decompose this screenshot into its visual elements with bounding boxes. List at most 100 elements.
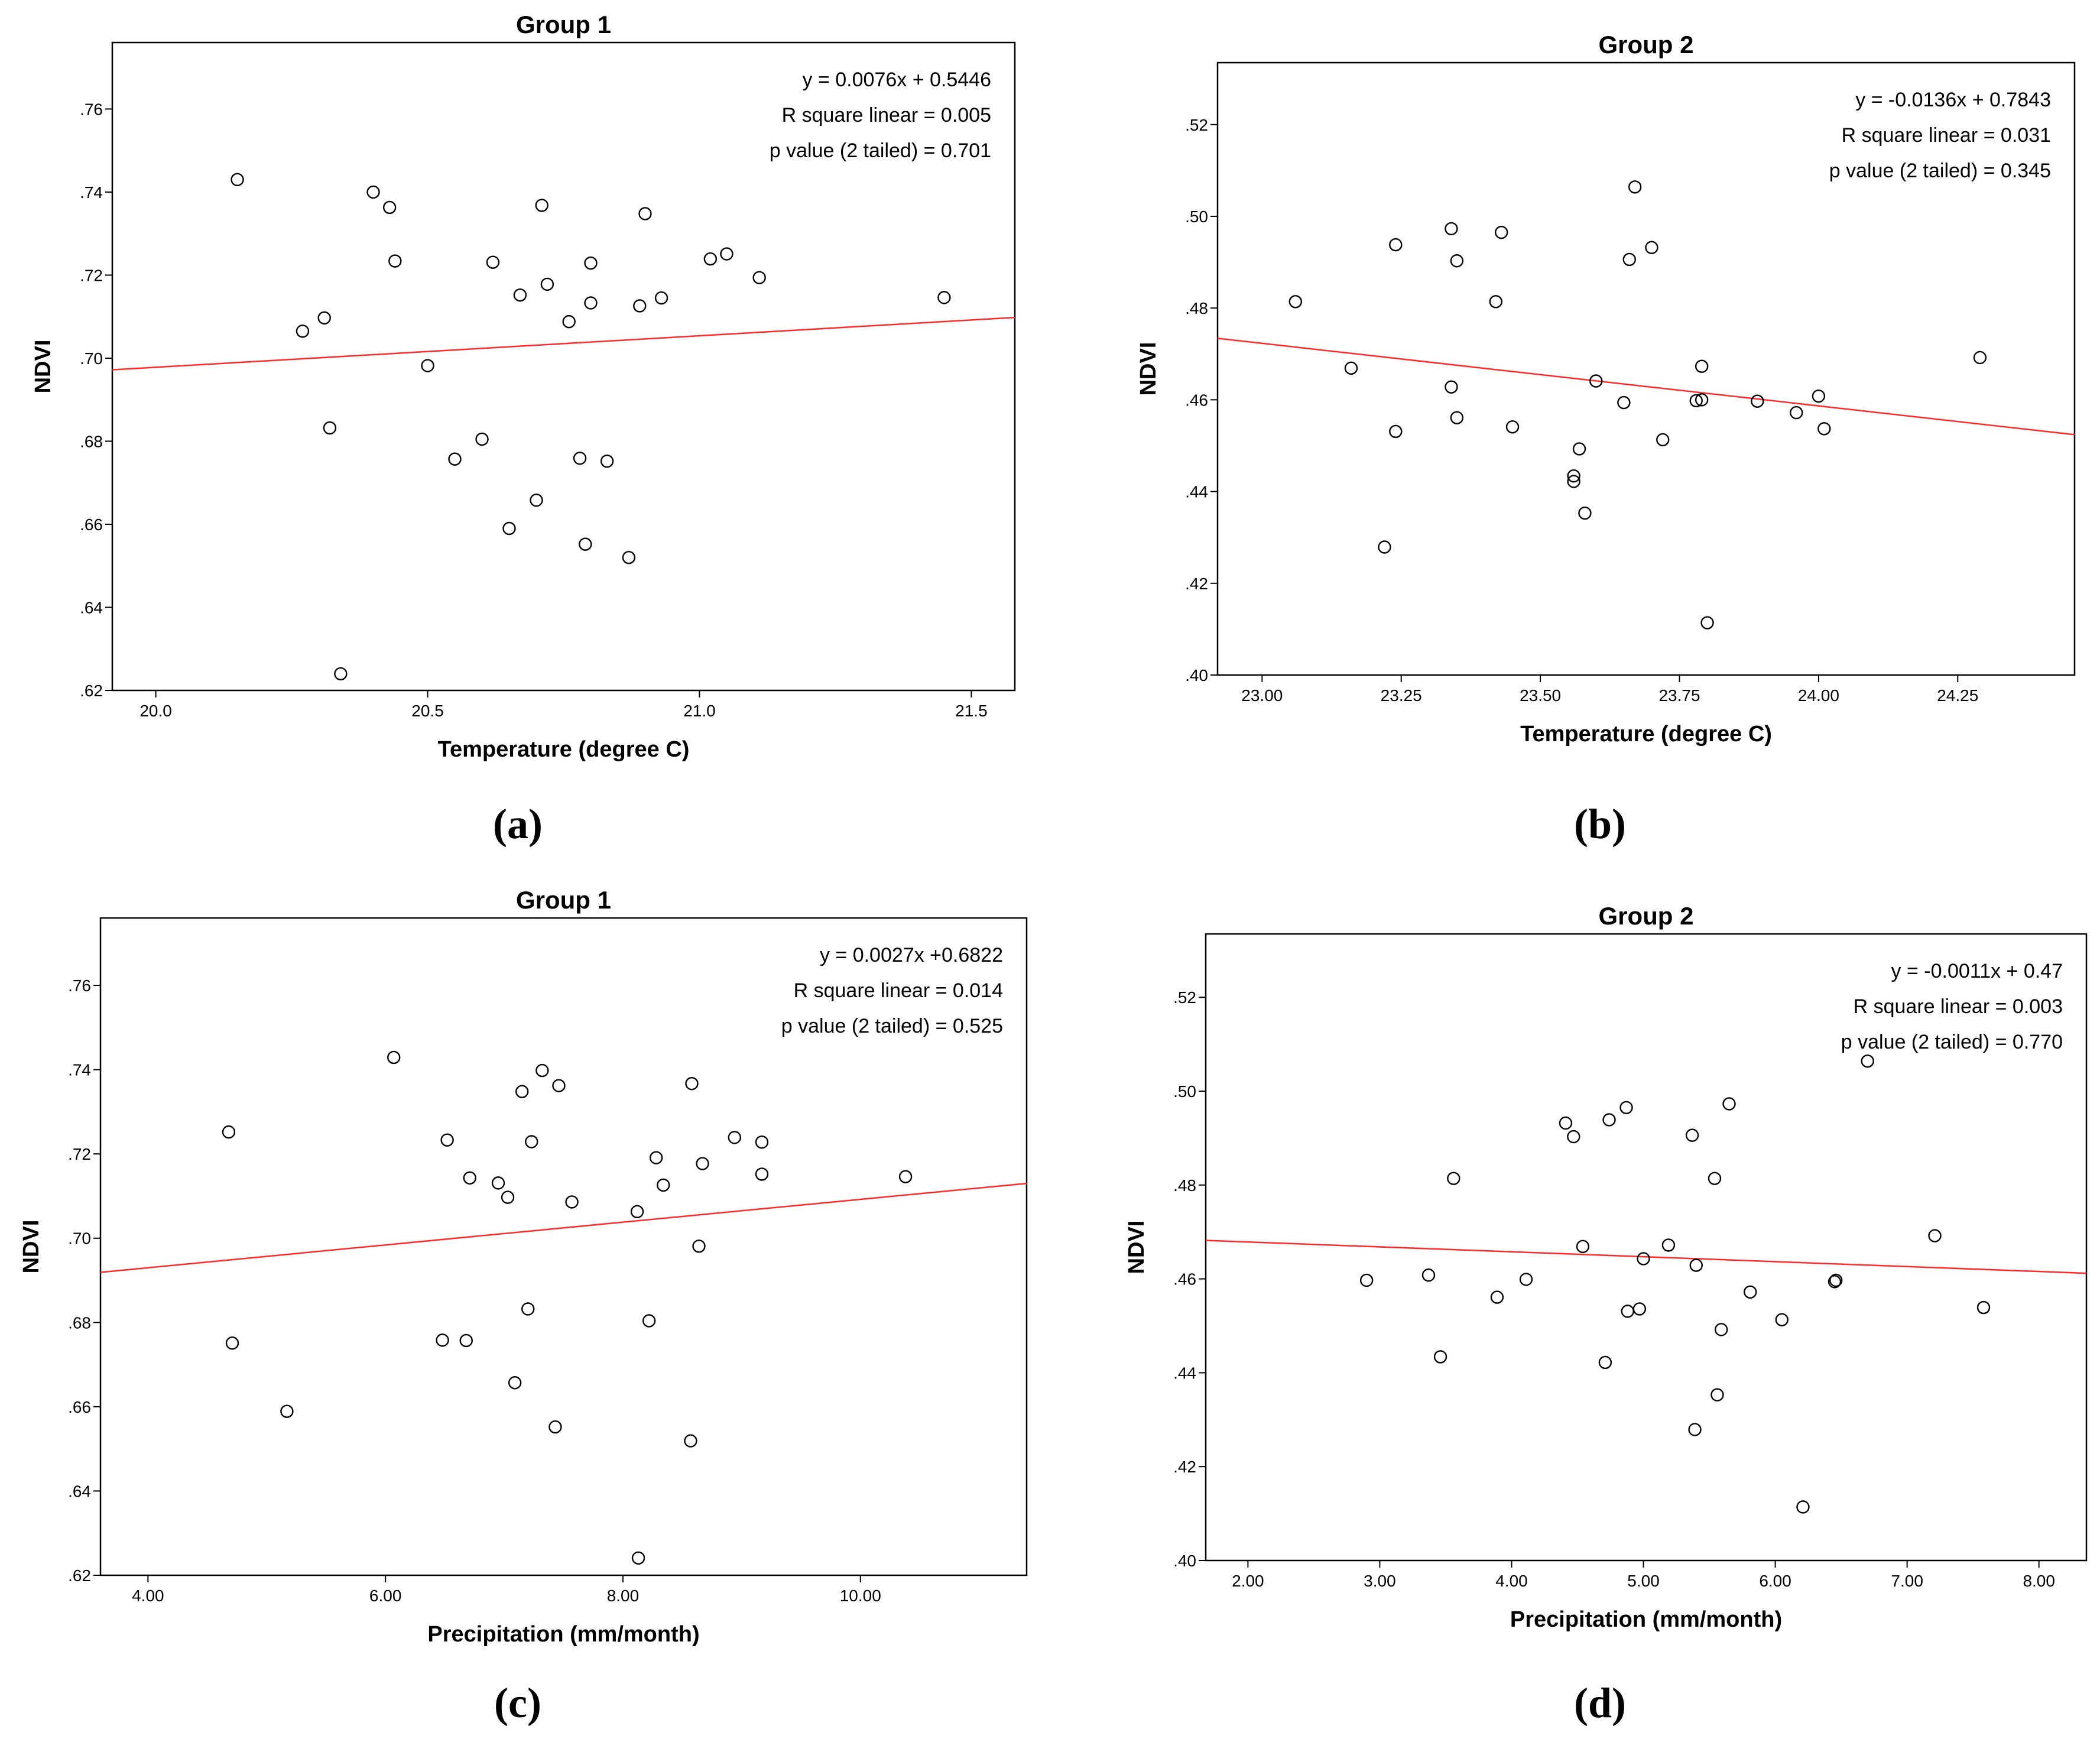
y-tick-label: .74 xyxy=(80,183,103,202)
data-point xyxy=(1928,1229,1942,1242)
data-point xyxy=(463,1171,476,1185)
data-point xyxy=(525,1135,538,1148)
y-tick-label: .52 xyxy=(1185,116,1208,134)
data-point xyxy=(684,1434,697,1448)
data-point xyxy=(657,1178,670,1192)
y-tick-label: .40 xyxy=(1173,1552,1196,1570)
data-point xyxy=(1861,1054,1874,1068)
fit-statistic: R square linear = 0.003 xyxy=(1854,995,2063,1018)
data-point xyxy=(600,454,614,468)
fit-statistic: p value (2 tailed) = 0.345 xyxy=(1829,160,2051,182)
data-point xyxy=(1622,252,1636,267)
y-tick-label: .40 xyxy=(1185,666,1208,684)
data-point xyxy=(633,299,647,313)
y-tick-label: .48 xyxy=(1173,1176,1196,1195)
regression-line xyxy=(112,316,1015,371)
data-point xyxy=(1576,1240,1590,1254)
panel-caption: (d) xyxy=(1574,1679,1626,1727)
data-point xyxy=(486,255,500,269)
data-point xyxy=(562,314,576,329)
data-point xyxy=(1450,254,1464,268)
data-point xyxy=(540,277,554,291)
data-point xyxy=(1619,1101,1633,1114)
data-point xyxy=(513,288,527,302)
panel-caption: (b) xyxy=(1574,800,1626,848)
data-point xyxy=(296,325,310,338)
x-tick-label: 23.25 xyxy=(1381,686,1422,705)
data-point xyxy=(755,1135,769,1149)
x-tick-label: 23.00 xyxy=(1241,686,1283,705)
data-point xyxy=(937,291,951,304)
data-point xyxy=(1973,351,1987,365)
data-point xyxy=(752,271,766,284)
data-point xyxy=(1700,616,1714,630)
data-point xyxy=(1689,1258,1703,1272)
chart-title: Group 2 xyxy=(1598,902,1693,930)
data-point xyxy=(1817,422,1831,436)
data-point xyxy=(388,254,402,268)
x-tick-label: 7.00 xyxy=(1891,1572,1923,1590)
y-axis-label: NDVI xyxy=(19,1220,44,1274)
fit-statistic: y = -0.0136x + 0.7843 xyxy=(1855,89,2051,111)
y-tick-label: .50 xyxy=(1173,1082,1196,1101)
data-point xyxy=(382,200,397,215)
data-point xyxy=(440,1133,454,1147)
x-tick-label: 8.00 xyxy=(2023,1572,2055,1590)
data-point xyxy=(225,1336,239,1350)
data-point xyxy=(584,256,598,270)
fit-statistic: y = 0.0076x + 0.5446 xyxy=(803,69,991,91)
data-point xyxy=(579,537,592,551)
data-point xyxy=(1445,222,1458,236)
data-point xyxy=(317,311,331,325)
y-tick-label: .62 xyxy=(80,682,103,700)
data-point xyxy=(535,199,548,212)
data-point xyxy=(1722,1097,1736,1111)
data-point xyxy=(654,291,668,305)
data-point xyxy=(638,207,652,220)
data-point xyxy=(584,296,598,310)
y-tick-label: .46 xyxy=(1173,1270,1196,1289)
data-point xyxy=(898,1170,913,1183)
data-point xyxy=(622,550,636,564)
fit-statistic: R square linear = 0.005 xyxy=(782,104,991,126)
fit-statistic: y = 0.0027x +0.6822 xyxy=(820,944,1003,966)
fit-statistic: p value (2 tailed) = 0.525 xyxy=(781,1015,1003,1037)
x-tick-label: 2.00 xyxy=(1232,1572,1264,1590)
data-point xyxy=(1450,411,1464,424)
x-tick-label: 4.00 xyxy=(132,1586,164,1605)
data-point xyxy=(685,1076,699,1091)
y-tick-label: .76 xyxy=(68,976,91,995)
chart-panel-c: Group 1 .62 .64 .66 .68 .70 .72 .74 .76 4.00 6.00 8… xyxy=(19,886,1028,1727)
data-point xyxy=(1695,393,1709,407)
data-point xyxy=(1744,1285,1757,1299)
data-point xyxy=(1751,394,1764,408)
regression-line xyxy=(100,1182,1027,1273)
data-point xyxy=(1796,1500,1810,1514)
data-point xyxy=(1288,295,1303,309)
data-point xyxy=(459,1334,473,1348)
data-point xyxy=(1812,389,1826,403)
data-point xyxy=(1656,433,1670,447)
fit-statistic: p value (2 tailed) = 0.770 xyxy=(1841,1031,2063,1053)
data-point xyxy=(1645,241,1658,254)
plot-frame xyxy=(1205,933,2088,1562)
x-tick-label: 24.25 xyxy=(1937,686,1978,705)
data-point xyxy=(649,1151,663,1164)
y-tick-label: .66 xyxy=(80,515,103,534)
plot-frame xyxy=(1216,61,2076,676)
data-point xyxy=(323,421,337,435)
data-point xyxy=(1572,442,1586,456)
data-point xyxy=(502,521,516,536)
x-axis-label: Precipitation (mm/month) xyxy=(1510,1607,1782,1632)
y-tick-label: .70 xyxy=(68,1229,91,1248)
y-tick-label: .46 xyxy=(1185,391,1208,409)
data-point xyxy=(421,359,434,372)
data-point xyxy=(552,1079,566,1092)
data-point xyxy=(755,1167,769,1181)
data-point xyxy=(1490,1290,1504,1304)
x-tick-label: 3.00 xyxy=(1364,1572,1396,1590)
y-tick-label: .70 xyxy=(80,349,103,368)
data-point xyxy=(1661,1238,1676,1252)
data-point xyxy=(1494,225,1508,239)
